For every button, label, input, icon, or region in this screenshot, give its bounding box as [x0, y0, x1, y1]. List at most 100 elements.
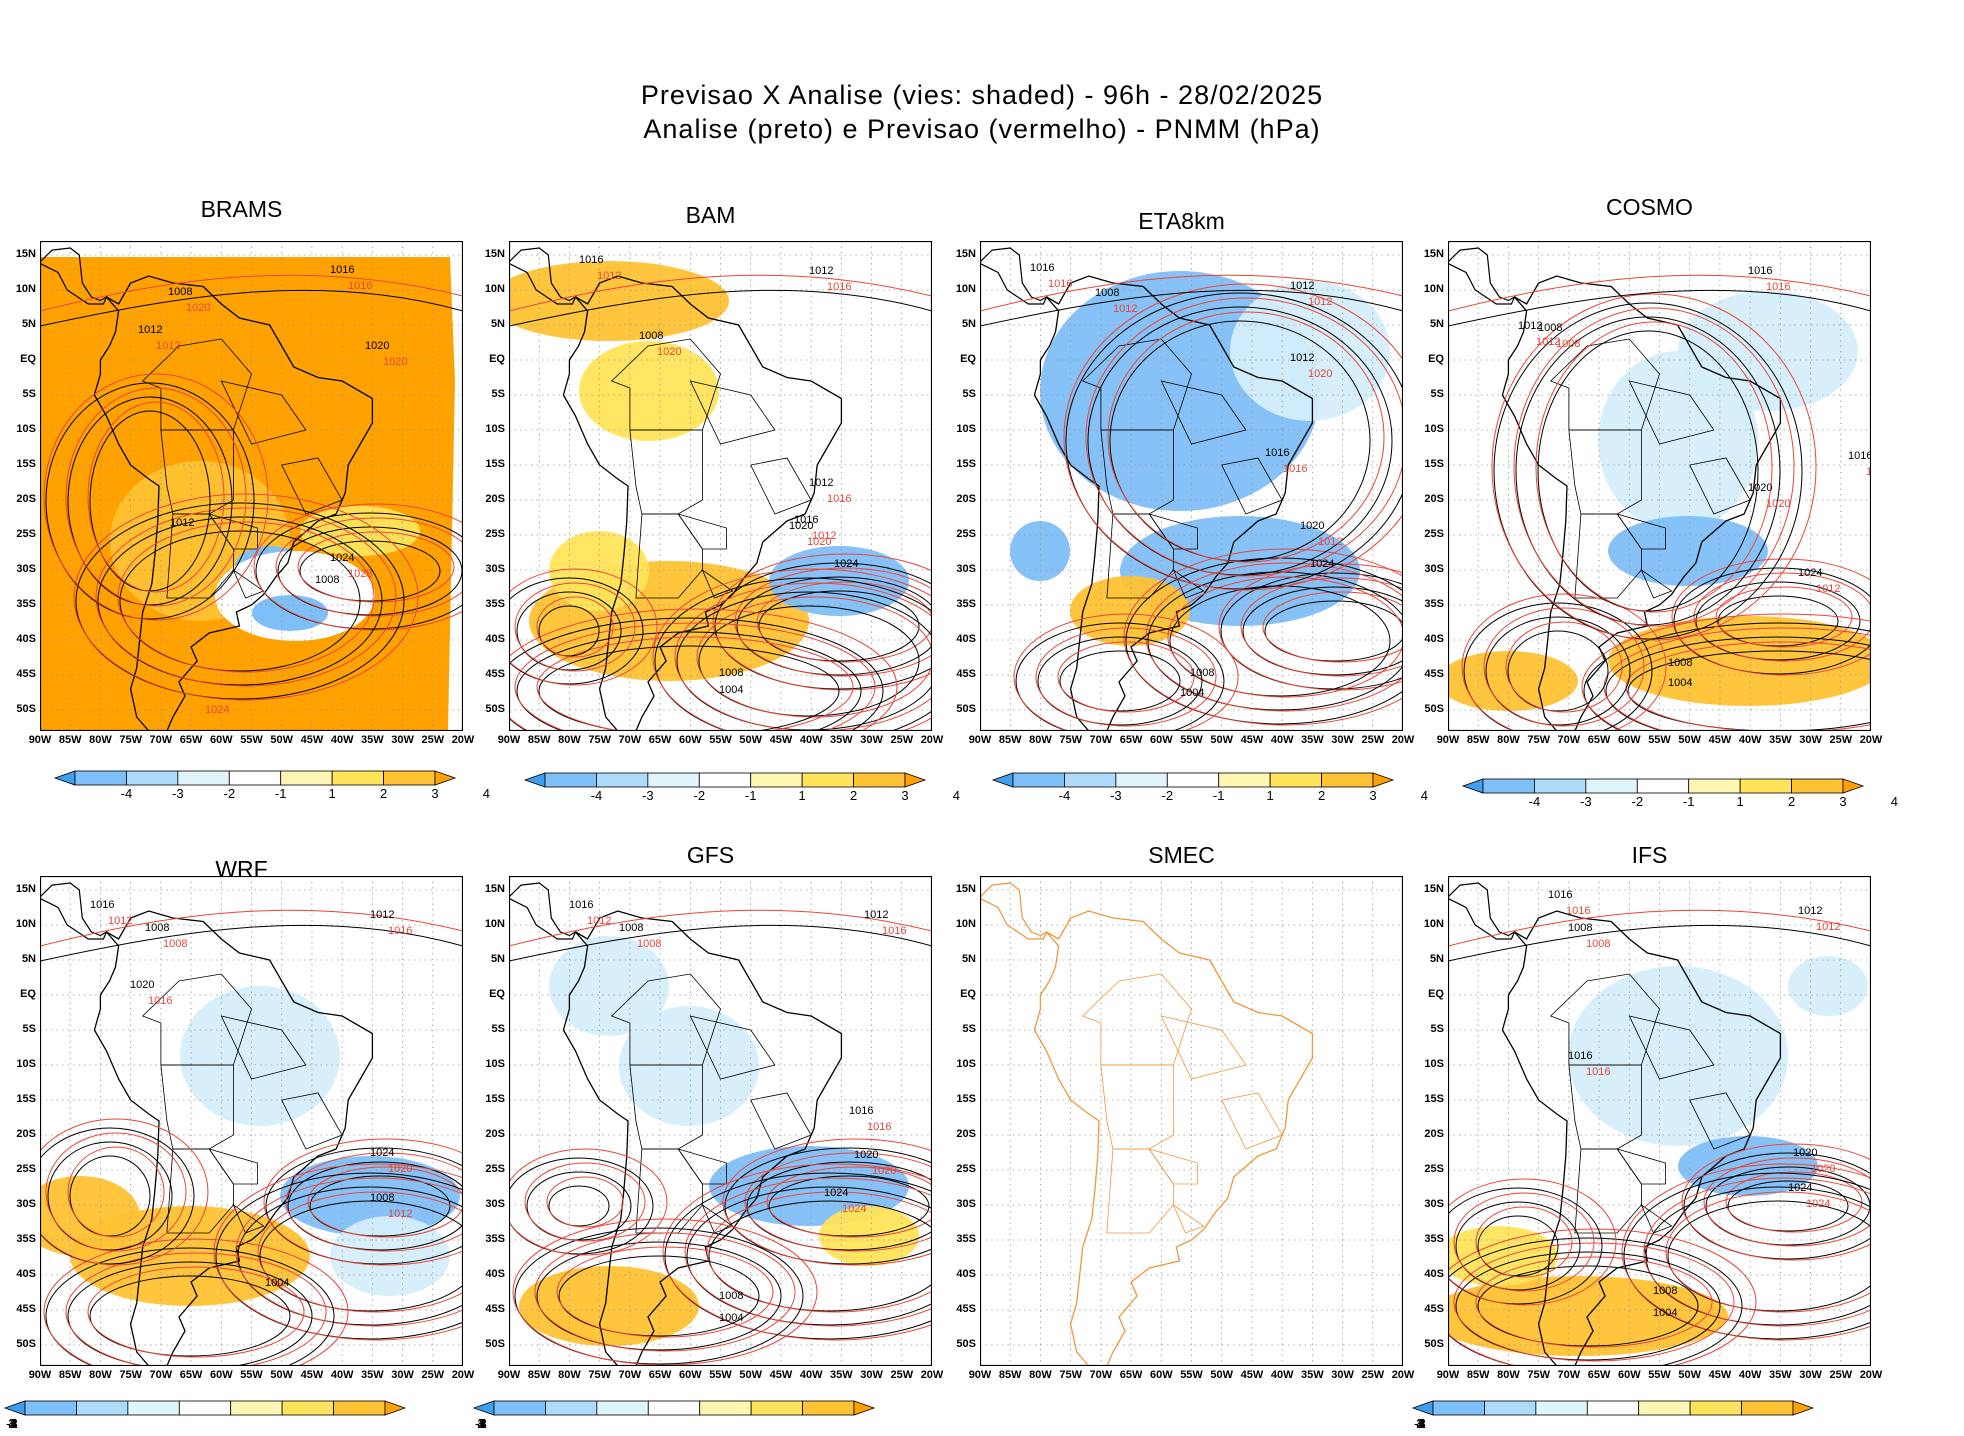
country-border: [635, 1148, 703, 1234]
graticule: [40, 241, 463, 731]
coastline-central-america: [980, 247, 1048, 305]
forecast-isobar-label: 1016: [1586, 1066, 1610, 1078]
forecast-isobar: [536, 636, 854, 731]
longitude-label: 50W: [1678, 1369, 1702, 1381]
analysis-isobar: [67, 396, 233, 606]
latitude-label: 15N: [484, 248, 505, 260]
analysis-isobar: [526, 1171, 632, 1241]
panel-bam: BAM 1012 1016 1008 1012 1016 1020 1024 1008 1004 1…: [469, 0, 960, 1436]
latitude-label: 30S: [16, 563, 36, 575]
longitude-label: 75W: [1059, 1369, 1082, 1381]
colorbar-label: -1: [1212, 788, 1225, 803]
bias-shading-negative: [619, 1006, 759, 1126]
analysis-isobar-label: 1008: [370, 1192, 394, 1204]
forecast-isobar: [1643, 1177, 1871, 1327]
analysis-isobar: [1455, 1201, 1581, 1291]
longitude-label: 90W: [968, 734, 992, 746]
forecast-isobar-label: 1024: [205, 704, 229, 716]
analysis-isobar: [75, 502, 405, 700]
longitude-label: 75W: [1059, 734, 1082, 746]
forecast-isobar-label: 1020: [1811, 1163, 1835, 1175]
forecast-isobar: [509, 608, 898, 731]
latitude-label: 45S: [485, 1303, 505, 1315]
latitude-label: 15S: [1424, 458, 1444, 470]
forecast-isobar: [1665, 1191, 1871, 1313]
latitude-label: 40S: [485, 1268, 505, 1280]
analysis-isobar-label: 1012: [864, 909, 888, 921]
analysis-isobar: [40, 289, 463, 327]
forecast-isobar-label: 1020: [1308, 368, 1332, 380]
analysis-isobar-label: 1020: [854, 1149, 878, 1161]
analysis-isobar: [119, 530, 361, 672]
latitude-label: 20S: [956, 1128, 976, 1140]
analysis-isobar: [1667, 1200, 1871, 1312]
latitude-label: 40S: [16, 633, 36, 645]
country-border: [1160, 380, 1247, 445]
latitude-label: 10N: [955, 283, 976, 295]
country-border: [689, 380, 776, 445]
forecast-isobar-label: 1012: [1816, 921, 1840, 933]
longitude-label: 65W: [1587, 734, 1611, 746]
longitude-label: 45W: [769, 1369, 793, 1381]
forecast-isobar: [722, 1138, 932, 1266]
analysis-isobar: [516, 591, 622, 671]
bias-shading-positive: [1070, 576, 1190, 646]
map-border: [40, 241, 463, 731]
latitude-label: 30S: [956, 563, 976, 575]
analysis-isobar-label: 1016: [579, 254, 603, 266]
analysis-isobar: [516, 631, 862, 731]
analysis-isobar-label: 1012: [138, 324, 162, 336]
longitude-label: 50W: [270, 734, 294, 746]
longitude-label: 30W: [391, 1369, 414, 1381]
forecast-isobar: [1107, 311, 1385, 563]
analysis-isobar-label: 1020: [789, 520, 813, 532]
analysis-isobar-label: 1016: [1748, 265, 1772, 277]
coastline-central-america: [1448, 882, 1516, 940]
country-border: [701, 568, 734, 599]
colorbar-segment: [596, 1400, 649, 1416]
analysis-isobar: [1463, 602, 1653, 731]
forecast-isobar: [1240, 577, 1403, 677]
analysis-isobar-label: 1012: [170, 517, 194, 529]
colorbar-label: -1: [1682, 794, 1695, 809]
longitude-label: 90W: [497, 734, 521, 746]
analysis-isobar: [980, 289, 1403, 327]
longitude-label: 70W: [1089, 1369, 1113, 1381]
analysis-isobar: [768, 1175, 930, 1237]
latitude-label: 25S: [16, 1163, 36, 1175]
latitude-label: 50S: [16, 703, 36, 715]
latitude-label: 15S: [16, 458, 36, 470]
coastline-central-america: [980, 882, 1048, 940]
colorbar-label: 4: [482, 786, 491, 801]
latitude-label: 30S: [1424, 1198, 1444, 1210]
analysis-isobar-label: 1004: [719, 684, 743, 696]
analysis-isobar: [698, 605, 920, 717]
latitude-label: 25S: [485, 528, 505, 540]
country-border: [220, 1015, 307, 1080]
analysis-isobar: [1015, 622, 1225, 731]
colorbar-label: -4: [1528, 794, 1541, 809]
latitude-label: 30S: [485, 563, 505, 575]
longitude-label: 20W: [451, 1369, 475, 1381]
latitude-label: 50S: [1424, 703, 1444, 715]
forecast-isobar-label: 1024: [842, 1203, 866, 1215]
latitude-label: 15S: [16, 1093, 36, 1105]
analysis-isobar: [736, 576, 932, 676]
map-border: [40, 876, 463, 1366]
latitude-label: 15S: [485, 1093, 505, 1105]
latitude-label: 50S: [956, 703, 976, 715]
panel-smec: SMEC 15N 10N 5N EQ 5S 10S 15S 20S 25S 30S 35S 40S 45S…: [940, 0, 1423, 1436]
forecast-isobar: [65, 1252, 327, 1366]
colorbar-segment: [1842, 778, 1865, 794]
latitude-label: 35S: [485, 598, 505, 610]
colorbar-segment: [1689, 1400, 1742, 1416]
latitude-label: 45S: [16, 1303, 36, 1315]
forecast-isobar-label: 1012: [108, 915, 132, 927]
colorbar-label: 2: [849, 788, 858, 803]
latitude-label: 20S: [1424, 1128, 1444, 1140]
analysis-isobar-label: 1012: [1290, 280, 1314, 292]
colorbar-segment: [384, 1400, 407, 1416]
coastline-central-america: [509, 247, 577, 305]
forecast-isobar: [1085, 297, 1403, 577]
forecast-isobar: [1448, 274, 1871, 312]
